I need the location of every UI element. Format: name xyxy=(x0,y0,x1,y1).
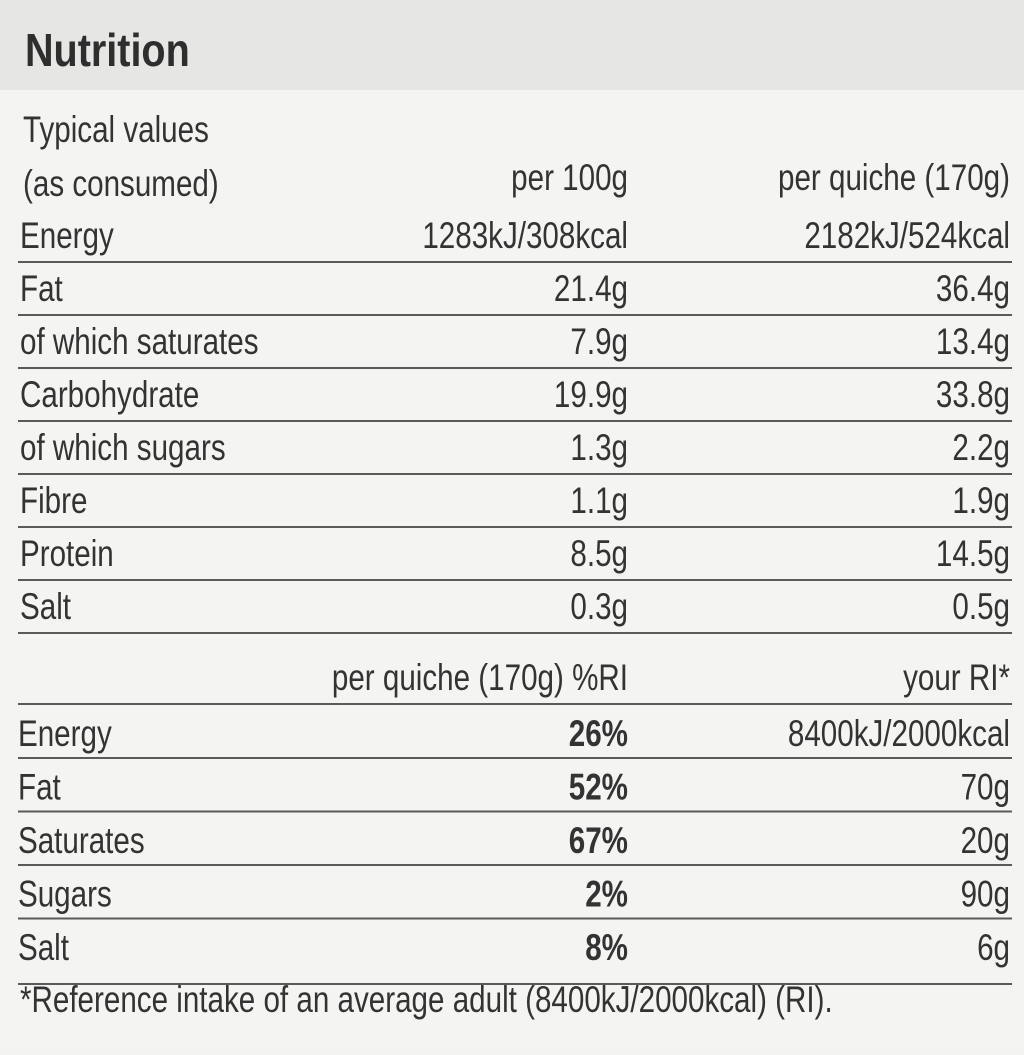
per-100g-value: 1283kJ/308kcal xyxy=(422,216,628,257)
column-header: per 100g xyxy=(511,158,628,199)
per-100g-value: 8.5g xyxy=(570,534,628,575)
ri-column-header: per quiche (170g) %RI xyxy=(332,658,628,699)
per-portion-value: 1.9g xyxy=(952,481,1010,522)
per-100g-value: 1.3g xyxy=(570,428,628,469)
per-100g-value: 7.9g xyxy=(570,322,628,363)
ri-nutrient-name: Energy xyxy=(18,714,112,755)
nutrient-name: of which saturates xyxy=(20,322,259,363)
ri-percent: 67% xyxy=(569,821,628,862)
nutrient-name: Fat xyxy=(20,269,63,310)
ri-reference: 90g xyxy=(961,874,1010,915)
per-100g-value: 19.9g xyxy=(554,375,628,416)
ri-reference: 6g xyxy=(977,928,1010,969)
ri-column-header: your RI* xyxy=(903,658,1010,699)
per-portion-value: 2182kJ/524kcal xyxy=(804,216,1010,257)
per-portion-value: 13.4g xyxy=(936,322,1010,363)
title-layer: Nutrition xyxy=(25,25,190,76)
nutrient-name: Protein xyxy=(20,534,114,575)
per-portion-value: 14.5g xyxy=(936,534,1010,575)
ri-percent: 52% xyxy=(569,767,628,808)
ri-nutrient-name: Salt xyxy=(18,928,70,969)
per-portion-value: 36.4g xyxy=(936,269,1010,310)
ri-nutrient-name: Saturates xyxy=(18,821,145,862)
text-layer: Typical values (as consumed) per 100g per q… xyxy=(18,110,1010,1021)
label-background xyxy=(0,90,1024,1050)
ri-nutrient-name: Fat xyxy=(18,767,61,808)
nutrient-name: Carbohydrate xyxy=(20,375,199,416)
header-label: (as consumed) xyxy=(23,164,219,205)
column-header: per quiche (170g) xyxy=(778,158,1010,199)
ri-reference: 70g xyxy=(961,767,1010,808)
header-label: Typical values xyxy=(23,110,209,151)
per-100g-value: 0.3g xyxy=(570,587,628,628)
per-100g-value: 1.1g xyxy=(570,481,628,522)
ri-reference: 8400kJ/2000kcal xyxy=(788,714,1010,755)
nutrient-name: Energy xyxy=(20,216,114,257)
footnote: *Reference intake of an average adult (8… xyxy=(20,980,833,1021)
nutrient-name: Fibre xyxy=(20,481,87,522)
per-portion-value: 33.8g xyxy=(936,375,1010,416)
header-band xyxy=(0,0,1024,90)
ri-percent: 8% xyxy=(585,928,628,969)
title: Nutrition xyxy=(25,25,190,76)
ri-nutrient-name: Sugars xyxy=(18,874,112,915)
per-100g-value: 21.4g xyxy=(554,269,628,310)
nutrient-name: Salt xyxy=(20,587,72,628)
per-portion-value: 0.5g xyxy=(952,587,1010,628)
ri-percent: 26% xyxy=(569,714,628,755)
nutrient-name: of which sugars xyxy=(20,428,226,469)
ri-percent: 2% xyxy=(585,874,628,915)
ri-reference: 20g xyxy=(961,821,1010,862)
per-portion-value: 2.2g xyxy=(952,428,1010,469)
